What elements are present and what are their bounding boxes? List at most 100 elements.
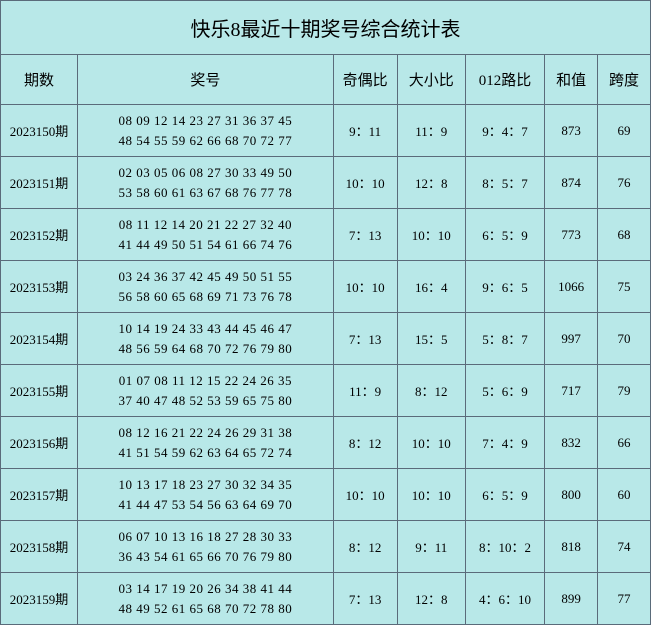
numbers-line1: 10 14 19 24 33 43 44 45 46 47 [84,319,327,339]
table-row: 2023158期06 07 10 13 16 18 27 28 30 3336 … [1,521,651,573]
cell-route012: 8：10：2 [465,521,544,573]
table-title: 快乐8最近十期奖号综合统计表 [0,0,651,54]
cell-span: 74 [598,521,651,573]
cell-numbers: 06 07 10 13 16 18 27 28 30 3336 43 54 61… [78,521,334,573]
header-row: 期数 奖号 奇偶比 大小比 012路比 和值 跨度 [1,55,651,105]
table-row: 2023156期08 12 16 21 22 24 26 29 31 3841 … [1,417,651,469]
numbers-line2: 37 40 47 48 52 53 59 65 75 80 [84,391,327,411]
header-route012: 012路比 [465,55,544,105]
cell-sum: 874 [545,157,598,209]
cell-odd-even: 11：9 [333,365,397,417]
cell-sum: 1066 [545,261,598,313]
numbers-line1: 03 24 36 37 42 45 49 50 51 55 [84,267,327,287]
table-row: 2023159期03 14 17 19 20 26 34 38 41 4448 … [1,573,651,625]
cell-odd-even: 10：10 [333,157,397,209]
cell-route012: 9：6：5 [465,261,544,313]
cell-span: 60 [598,469,651,521]
table-row: 2023150期08 09 12 14 23 27 31 36 37 4548 … [1,105,651,157]
cell-period: 2023153期 [1,261,78,313]
numbers-line2: 41 44 49 50 51 54 61 66 74 76 [84,235,327,255]
cell-odd-even: 7：13 [333,573,397,625]
cell-route012: 5：6：9 [465,365,544,417]
cell-span: 69 [598,105,651,157]
cell-span: 68 [598,209,651,261]
cell-big-small: 15：5 [397,313,465,365]
cell-numbers: 03 24 36 37 42 45 49 50 51 5556 58 60 65… [78,261,334,313]
cell-route012: 6：5：9 [465,209,544,261]
cell-numbers: 03 14 17 19 20 26 34 38 41 4448 49 52 61… [78,573,334,625]
numbers-line1: 08 11 12 14 20 21 22 27 32 40 [84,215,327,235]
cell-big-small: 9：11 [397,521,465,573]
cell-period: 2023150期 [1,105,78,157]
cell-period: 2023155期 [1,365,78,417]
numbers-line2: 48 49 52 61 65 68 70 72 78 80 [84,599,327,619]
cell-span: 76 [598,157,651,209]
header-period: 期数 [1,55,78,105]
cell-period: 2023158期 [1,521,78,573]
cell-route012: 7：4：9 [465,417,544,469]
cell-big-small: 10：10 [397,209,465,261]
cell-numbers: 10 14 19 24 33 43 44 45 46 4748 56 59 64… [78,313,334,365]
cell-sum: 873 [545,105,598,157]
cell-big-small: 12：8 [397,157,465,209]
table-row: 2023152期08 11 12 14 20 21 22 27 32 4041 … [1,209,651,261]
cell-numbers: 02 03 05 06 08 27 30 33 49 5053 58 60 61… [78,157,334,209]
header-sum: 和值 [545,55,598,105]
cell-sum: 818 [545,521,598,573]
numbers-line1: 08 09 12 14 23 27 31 36 37 45 [84,111,327,131]
cell-span: 79 [598,365,651,417]
table-row: 2023157期10 13 17 18 23 27 30 32 34 3541 … [1,469,651,521]
cell-numbers: 10 13 17 18 23 27 30 32 34 3541 44 47 53… [78,469,334,521]
numbers-line2: 41 51 54 59 62 63 64 65 72 74 [84,443,327,463]
numbers-line1: 08 12 16 21 22 24 26 29 31 38 [84,423,327,443]
numbers-line2: 36 43 54 61 65 66 70 76 79 80 [84,547,327,567]
cell-period: 2023152期 [1,209,78,261]
numbers-line1: 03 14 17 19 20 26 34 38 41 44 [84,579,327,599]
cell-span: 66 [598,417,651,469]
table-row: 2023151期02 03 05 06 08 27 30 33 49 5053 … [1,157,651,209]
numbers-line1: 10 13 17 18 23 27 30 32 34 35 [84,475,327,495]
cell-numbers: 08 09 12 14 23 27 31 36 37 4548 54 55 59… [78,105,334,157]
cell-route012: 8：5：7 [465,157,544,209]
header-numbers: 奖号 [78,55,334,105]
cell-big-small: 10：10 [397,417,465,469]
numbers-line1: 06 07 10 13 16 18 27 28 30 33 [84,527,327,547]
cell-numbers: 01 07 08 11 12 15 22 24 26 3537 40 47 48… [78,365,334,417]
cell-numbers: 08 12 16 21 22 24 26 29 31 3841 51 54 59… [78,417,334,469]
numbers-line2: 41 44 47 53 54 56 63 64 69 70 [84,495,327,515]
header-big-small: 大小比 [397,55,465,105]
stats-table-container: 快乐8最近十期奖号综合统计表 期数 奖号 奇偶比 大小比 012路比 和值 跨度… [0,0,651,625]
cell-big-small: 8：12 [397,365,465,417]
cell-route012: 9：4：7 [465,105,544,157]
numbers-line2: 48 54 55 59 62 66 68 70 72 77 [84,131,327,151]
cell-span: 70 [598,313,651,365]
stats-table: 期数 奖号 奇偶比 大小比 012路比 和值 跨度 2023150期08 09 … [0,54,651,625]
cell-sum: 899 [545,573,598,625]
cell-big-small: 12：8 [397,573,465,625]
cell-period: 2023157期 [1,469,78,521]
cell-odd-even: 9：11 [333,105,397,157]
cell-sum: 717 [545,365,598,417]
header-odd-even: 奇偶比 [333,55,397,105]
table-row: 2023155期01 07 08 11 12 15 22 24 26 3537 … [1,365,651,417]
cell-odd-even: 10：10 [333,261,397,313]
cell-sum: 997 [545,313,598,365]
numbers-line2: 53 58 60 61 63 67 68 76 77 78 [84,183,327,203]
cell-odd-even: 7：13 [333,313,397,365]
cell-period: 2023154期 [1,313,78,365]
cell-big-small: 16：4 [397,261,465,313]
cell-big-small: 10：10 [397,469,465,521]
table-row: 2023154期10 14 19 24 33 43 44 45 46 4748 … [1,313,651,365]
cell-route012: 6：5：9 [465,469,544,521]
cell-sum: 832 [545,417,598,469]
cell-period: 2023151期 [1,157,78,209]
cell-span: 77 [598,573,651,625]
numbers-line1: 02 03 05 06 08 27 30 33 49 50 [84,163,327,183]
cell-numbers: 08 11 12 14 20 21 22 27 32 4041 44 49 50… [78,209,334,261]
cell-big-small: 11：9 [397,105,465,157]
cell-odd-even: 10：10 [333,469,397,521]
cell-sum: 800 [545,469,598,521]
numbers-line2: 56 58 60 65 68 69 71 73 76 78 [84,287,327,307]
cell-odd-even: 8：12 [333,521,397,573]
cell-route012: 5：8：7 [465,313,544,365]
